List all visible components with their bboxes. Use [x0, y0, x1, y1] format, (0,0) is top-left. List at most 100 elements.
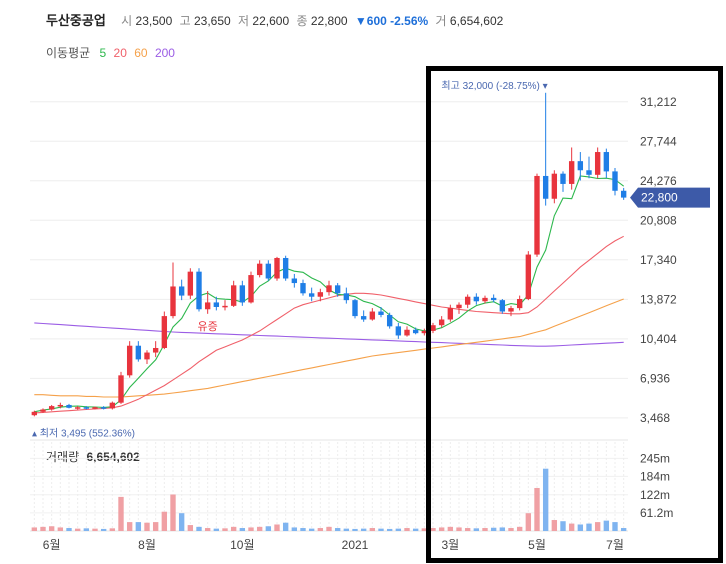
- candle-body: [525, 254, 532, 300]
- volume-bar: [577, 524, 584, 531]
- ma20-line: [34, 235, 624, 414]
- x-tick-label: 5월: [528, 538, 546, 552]
- min-annotation: ▴ 최저 3,495 (552.36%): [32, 427, 135, 439]
- x-axis: 6월 8월 10월 2021 3월 5월 7월: [43, 538, 624, 552]
- volume-bar: [326, 526, 332, 531]
- candle-body: [213, 302, 220, 307]
- candle-body: [308, 293, 315, 297]
- volume-bar: [430, 528, 436, 531]
- volume-tick-label: 122m: [640, 488, 670, 502]
- volume-bar: [438, 527, 445, 531]
- candle-body: [248, 275, 254, 303]
- volume-bar: [126, 522, 133, 531]
- candle-body: [343, 293, 350, 301]
- candle-body: [265, 263, 272, 279]
- candle-body: [508, 308, 514, 312]
- y-axis: 3,468 6,936 10,404 13,872 17,340 20,808 24,276…: [630, 95, 710, 425]
- volume-bar: [525, 513, 532, 531]
- volume-bar: [456, 527, 462, 531]
- open-value: 23,500: [135, 14, 173, 28]
- candle-body: [317, 292, 324, 297]
- x-tick-label: 2021: [342, 538, 369, 552]
- volume-bar: [568, 523, 575, 531]
- volume-bar: [464, 528, 471, 531]
- volume-bar: [66, 528, 72, 531]
- volume-bar: [560, 521, 566, 531]
- volume-bar: [274, 524, 280, 531]
- volume-bar: [196, 526, 202, 531]
- candle-body: [152, 347, 159, 353]
- candle-body: [369, 311, 376, 320]
- ma60-line: [34, 298, 624, 398]
- volume-bar: [308, 528, 315, 531]
- candle-body: [109, 402, 116, 409]
- change-value: ▼600 -2.56%: [354, 14, 429, 28]
- high-label: 고: [179, 14, 191, 28]
- volume-bar: [412, 528, 419, 531]
- candle-body: [204, 302, 211, 310]
- volume-bar: [265, 526, 272, 531]
- candle-body: [48, 406, 55, 410]
- volume-bar: [170, 494, 176, 531]
- volume-bar: [499, 527, 506, 531]
- volume-bar: [222, 528, 228, 531]
- volume-bar: [248, 527, 254, 531]
- y-tick-label: 24,276: [640, 174, 677, 188]
- candle-body: [490, 297, 497, 301]
- candle-body: [438, 319, 445, 326]
- volume-bar: [152, 522, 159, 531]
- candle-body: [516, 299, 523, 309]
- candle-body: [161, 316, 168, 348]
- candle-body: [386, 314, 393, 327]
- candle-body: [334, 285, 341, 294]
- y-tick-label: 6,936: [640, 371, 670, 385]
- candle-body: [395, 326, 402, 336]
- quote-header: 두산중공업 시 23,500 고 23,650 저 22,600 종 22,80…: [46, 10, 503, 29]
- y-tick-label: 10,404: [640, 332, 677, 346]
- ma-legend-200: 200: [154, 46, 175, 60]
- stock-name: 두산중공업: [46, 13, 106, 28]
- candle-body: [57, 404, 64, 407]
- volume-bar: [516, 526, 523, 531]
- candle-body: [291, 278, 298, 284]
- volume-bar: [83, 528, 90, 531]
- volume-axis: 61.2m 122m 184m 245m: [640, 451, 673, 520]
- ma-legend-20: 20: [113, 46, 127, 60]
- volume-bars: [31, 468, 627, 531]
- candle-body: [612, 171, 618, 191]
- y-tick-label: 3,468: [640, 411, 670, 425]
- candle-body: [300, 283, 306, 294]
- candle-body: [326, 285, 332, 293]
- volume-tick-label: 245m: [640, 451, 670, 465]
- high-value: 23,650: [193, 14, 231, 28]
- ma-legend[interactable]: 이동평균 5 20 60 200: [46, 44, 179, 61]
- y-tick-label: 13,872: [640, 292, 677, 306]
- volume-bar: [603, 520, 610, 531]
- y-tick-label: 27,744: [640, 134, 677, 148]
- y-tick-label: 20,808: [640, 213, 677, 227]
- volume-bar: [100, 528, 107, 531]
- candle-body: [378, 311, 384, 315]
- candle-body: [456, 304, 462, 309]
- candle-body: [447, 308, 454, 320]
- low-label: 저: [238, 14, 250, 28]
- x-tick-label: 8월: [138, 538, 156, 552]
- candle-body: [404, 329, 410, 336]
- candle-body: [222, 305, 228, 308]
- volume-bar: [92, 528, 98, 531]
- volume-bar: [204, 528, 211, 531]
- candle-body: [144, 352, 150, 360]
- volume-bar: [369, 528, 376, 531]
- highlight-box: [426, 66, 723, 563]
- volume-bar: [109, 528, 116, 531]
- low-value: 22,600: [252, 14, 290, 28]
- ma-legend-5: 5: [99, 46, 107, 60]
- volume-bar: [230, 526, 237, 531]
- ma-legend-60: 60: [134, 46, 148, 60]
- volume-bar: [490, 527, 497, 531]
- volume-bar: [300, 528, 306, 531]
- volume-bar: [239, 528, 246, 531]
- candle-body: [430, 325, 436, 331]
- volume-bar: [161, 511, 168, 531]
